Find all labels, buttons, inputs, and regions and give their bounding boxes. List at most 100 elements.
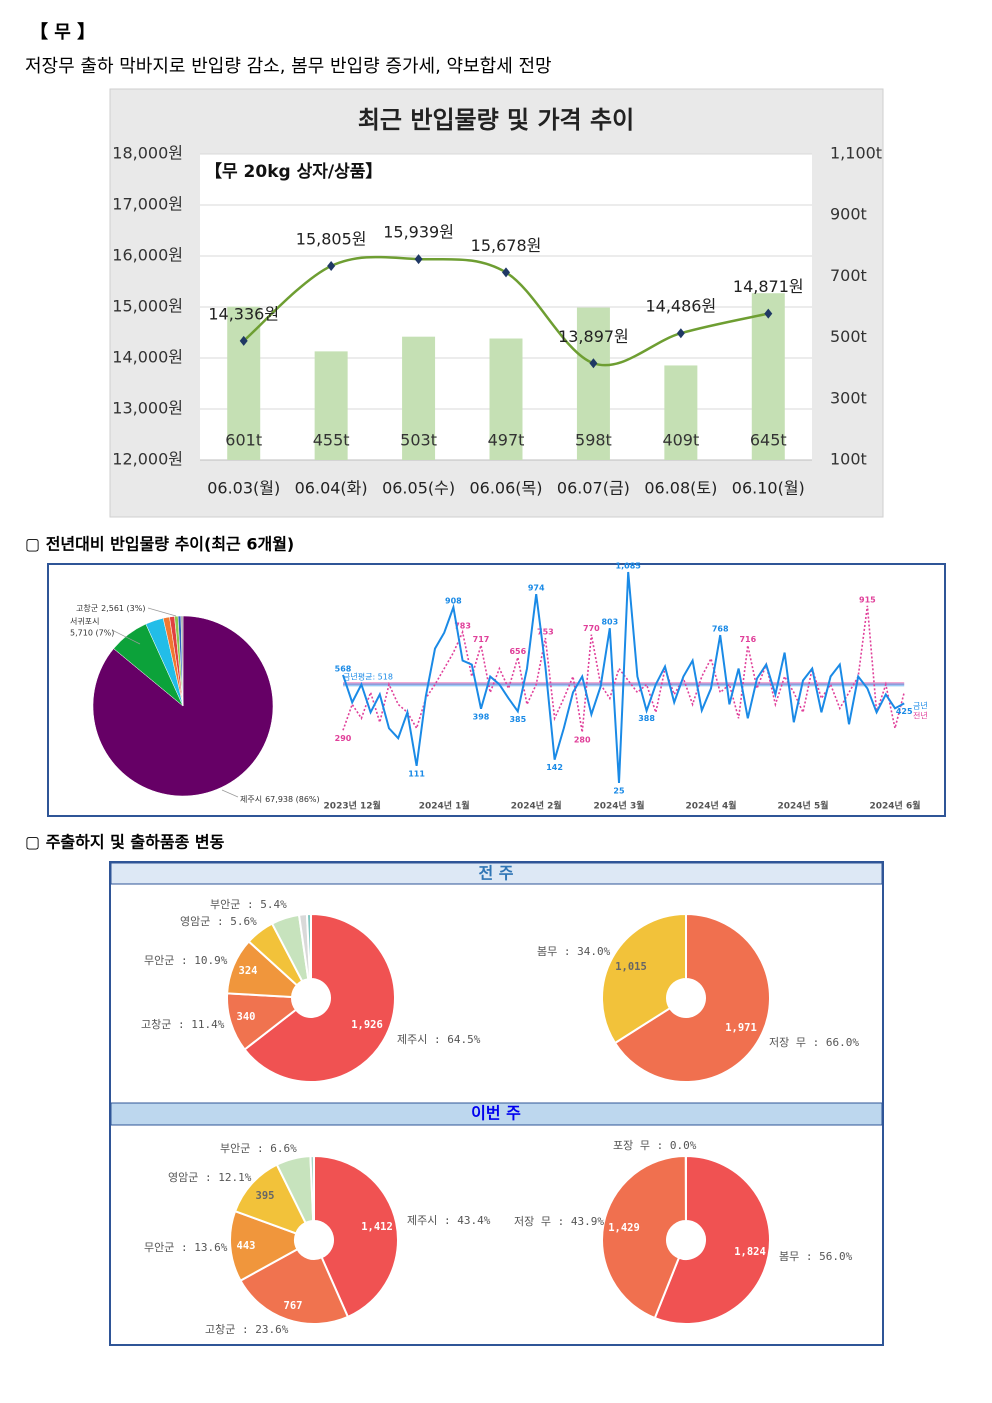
- y2-tick-label: 700t: [830, 266, 867, 285]
- donut-slice: [243, 912, 396, 1083]
- slice-label: 부안군 : 6.6%: [220, 1142, 297, 1155]
- x-tick-label: 06.04(화): [295, 479, 368, 498]
- pie-label: 서귀포시: [70, 616, 99, 626]
- x-tick-label: 06.07(금): [557, 479, 630, 498]
- point-label: 15,939원: [383, 223, 454, 242]
- donut-slice: [233, 1163, 307, 1235]
- x-tick-label: 2024년 2월: [511, 800, 562, 812]
- data-label: 753: [537, 628, 554, 637]
- marker: [239, 335, 248, 346]
- slice-label: 영암군 : 5.6%: [180, 915, 257, 928]
- point-label: 13,897원: [558, 327, 629, 346]
- point-label: 15,678원: [471, 236, 542, 255]
- slice-label: 포장 무 : 0.0%: [613, 1139, 697, 1152]
- bar: [489, 338, 523, 460]
- slice-value: 340: [237, 1011, 256, 1023]
- data-label: 915: [859, 595, 876, 604]
- summary: 저장무 출하 막바지로 반입량 감소, 봄무 반입량 증가세, 약보합세 전망: [25, 56, 552, 77]
- x-tick-label: 2024년 1월: [419, 800, 470, 812]
- x-tick-label: 06.03(월): [207, 479, 280, 498]
- bar-label: 645t: [750, 431, 787, 450]
- section-heading: ▢ 주출하지 및 출하품종 변동: [25, 833, 225, 852]
- x-tick-label: 2023년 12월: [324, 800, 381, 812]
- slice-label: 영암군 : 12.1%: [168, 1171, 252, 1184]
- slice-label: 제주시 : 64.5%: [397, 1033, 481, 1046]
- pie-value: 5,710 (7%): [70, 629, 114, 638]
- donut-slice: [305, 912, 312, 981]
- data-label: 770: [583, 624, 600, 633]
- data-label: 974: [528, 584, 545, 593]
- bar-label: 497t: [488, 431, 525, 450]
- slice-value: 1,429: [608, 1222, 640, 1234]
- slice-label: 부안군 : 5.4%: [210, 898, 287, 911]
- marker: [589, 358, 598, 369]
- y2-tick-label: 500t: [830, 327, 867, 346]
- data-label: 280: [574, 736, 591, 745]
- slice-label: 고창군 : 11.4%: [141, 1018, 225, 1031]
- pie-category: 고창군: [76, 604, 98, 613]
- y-tick-label: 14,000원: [112, 348, 183, 367]
- slice-label: 무안군 : 13.6%: [144, 1241, 228, 1254]
- pie-category: 제주시: [240, 795, 262, 804]
- data-label: 398: [473, 712, 490, 721]
- x-tick-label: 06.08(토): [644, 479, 717, 498]
- series-line: [342, 571, 905, 784]
- point-label: 14,871원: [733, 277, 804, 296]
- x-tick-label: 2024년 4월: [685, 800, 736, 812]
- pie-label: 고창군 2,561 (3%): [76, 604, 145, 613]
- point-label: 15,805원: [296, 229, 367, 248]
- y2-tick-label: 1,100t: [830, 144, 882, 163]
- slice-value: 1,015: [615, 961, 647, 973]
- pie-category: 서귀포시: [70, 616, 99, 626]
- x-tick-label: 06.06(목): [469, 479, 542, 498]
- panel-title: 이번 주: [471, 1104, 521, 1123]
- leader-line: [221, 789, 239, 798]
- data-label: 425: [896, 707, 913, 716]
- point-label: 14,486원: [645, 297, 716, 316]
- slice-value: 395: [256, 1190, 275, 1202]
- data-label: 385: [509, 715, 526, 724]
- pie-value: 67,938 (86%): [265, 795, 320, 804]
- slice-label: 무안군 : 10.9%: [144, 954, 228, 967]
- y-tick-label: 16,000원: [112, 246, 183, 265]
- point-label: 14,336원: [208, 304, 279, 323]
- y-tick-label: 13,000원: [112, 399, 183, 418]
- slice-value: 1,412: [361, 1221, 393, 1233]
- chart-subtitle: 【무 20kg 상자/상품】: [205, 161, 382, 182]
- slice-label: 고창군 : 23.6%: [205, 1323, 289, 1336]
- pie-label: 제주시 67,938 (86%): [240, 795, 320, 804]
- donut-slice: [309, 1154, 315, 1223]
- bar-label: 598t: [575, 431, 612, 450]
- bar: [664, 365, 698, 460]
- section-heading: ▢ 전년대비 반입물량 추이(최근 6개월): [25, 535, 294, 554]
- donut-slice: [239, 1247, 350, 1325]
- leader-line: [111, 629, 141, 645]
- y2-tick-label: 100t: [830, 450, 867, 469]
- slice-value: 1,824: [734, 1246, 766, 1258]
- y-tick-label: 18,000원: [112, 144, 183, 163]
- legend-entry: 전년: [913, 711, 928, 721]
- x-tick-label: 2024년 3월: [593, 800, 644, 812]
- data-label: 783: [454, 622, 471, 631]
- slice-value: 767: [284, 1300, 303, 1312]
- y-tick-label: 12,000원: [112, 450, 183, 469]
- data-label: 1,085: [616, 562, 642, 571]
- x-tick-label: 06.05(수): [382, 479, 455, 498]
- data-label: 716: [739, 635, 756, 644]
- bar: [314, 351, 348, 460]
- data-label: 388: [638, 714, 655, 723]
- slice-label: 제주시 : 43.4%: [407, 1214, 491, 1227]
- marker: [414, 254, 423, 265]
- donut-slice: [601, 912, 687, 1045]
- slice-value: 443: [237, 1240, 256, 1252]
- slice-value: 324: [239, 965, 258, 977]
- data-label: 111: [408, 769, 425, 778]
- marker: [327, 260, 336, 271]
- marker: [764, 308, 773, 319]
- panel-header: [110, 862, 883, 885]
- slice-label: 저장 무 : 43.9%: [514, 1215, 604, 1228]
- heading: 【 무 】: [30, 22, 95, 43]
- bar-label: 409t: [662, 431, 699, 450]
